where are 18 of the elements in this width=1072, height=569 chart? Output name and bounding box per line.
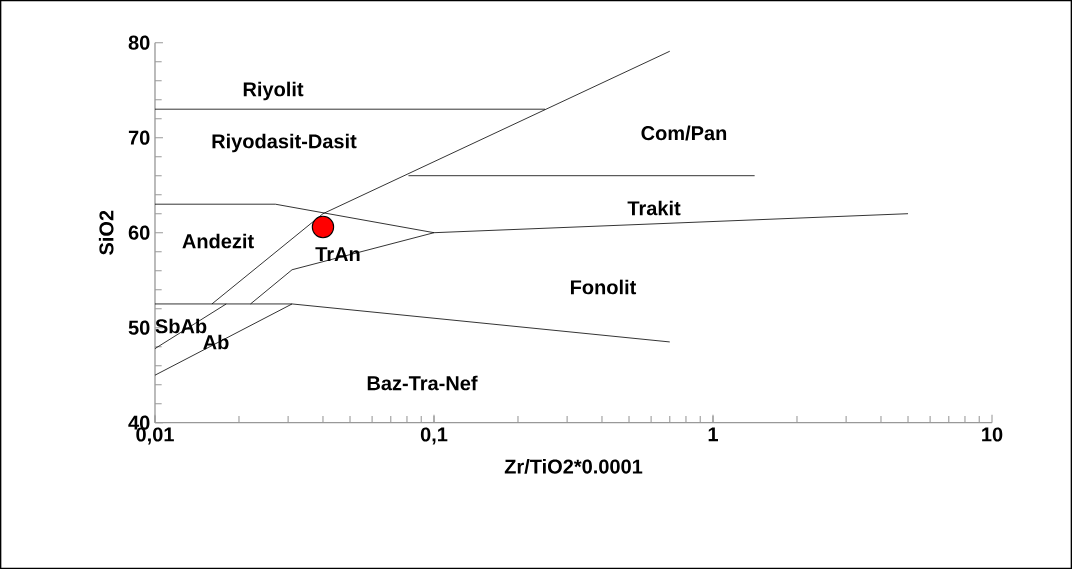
- annotation: Andezit: [182, 233, 254, 249]
- annotation: Fonolit: [570, 279, 637, 295]
- annotation: Riyolit: [243, 81, 304, 101]
- y-tick-label: 50: [128, 320, 150, 335]
- x-axis-title: Zr/TiO2*0.0001: [504, 458, 643, 474]
- x-tick-label: 1: [708, 427, 718, 442]
- y-tick-label: 80: [128, 35, 150, 50]
- annotation: Riyodasit-Dasit: [212, 133, 357, 153]
- annotation: Baz-Tra-Nef: [367, 375, 478, 391]
- annotation: Com/Pan: [641, 125, 727, 141]
- y-tick-label: 60: [128, 225, 150, 240]
- y-axis-title: SiO2: [98, 210, 114, 255]
- y-tick-label: 70: [128, 130, 150, 145]
- annotation: SbAb: [155, 318, 207, 334]
- annotation: Trakit: [627, 200, 681, 216]
- annotation: TrAn: [315, 247, 360, 261]
- x-tick-label: 0,1: [420, 427, 448, 445]
- x-tick-label: 10: [982, 427, 1003, 442]
